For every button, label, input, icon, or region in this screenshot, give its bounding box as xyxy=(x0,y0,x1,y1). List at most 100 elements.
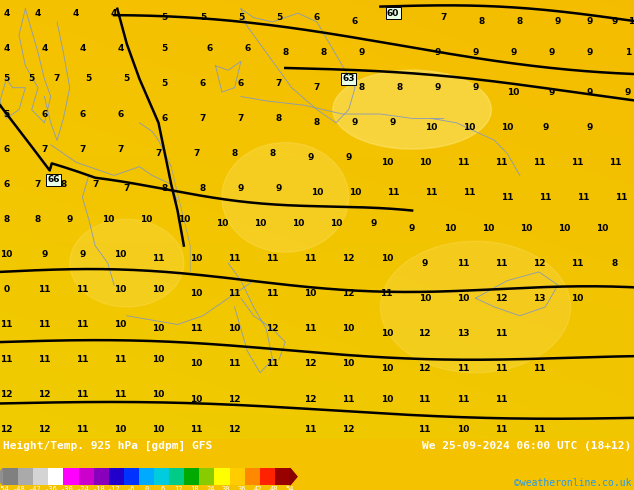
Text: 7: 7 xyxy=(155,149,162,158)
Text: 1: 1 xyxy=(624,48,631,57)
Text: 12: 12 xyxy=(304,360,317,368)
Text: 10: 10 xyxy=(628,18,634,26)
Text: 4: 4 xyxy=(73,9,79,18)
Text: 12: 12 xyxy=(342,254,355,263)
Text: 5: 5 xyxy=(124,74,130,83)
Text: 10: 10 xyxy=(114,285,127,294)
Text: 9: 9 xyxy=(434,83,441,92)
Text: 5: 5 xyxy=(162,13,168,22)
Text: 42: 42 xyxy=(254,486,262,490)
Text: 6: 6 xyxy=(200,79,206,88)
Text: 6: 6 xyxy=(314,13,320,22)
Text: 12: 12 xyxy=(533,259,545,268)
Text: 11: 11 xyxy=(190,425,203,434)
Text: -36: -36 xyxy=(44,486,57,490)
Text: 10: 10 xyxy=(152,425,165,434)
Bar xyxy=(260,468,275,485)
Text: 4: 4 xyxy=(35,9,41,18)
Text: 11: 11 xyxy=(495,259,507,268)
Text: 11: 11 xyxy=(228,360,241,368)
Text: 9: 9 xyxy=(307,153,314,162)
Text: 12: 12 xyxy=(304,394,317,404)
Ellipse shape xyxy=(380,241,571,373)
Text: 10: 10 xyxy=(349,189,361,197)
Ellipse shape xyxy=(70,219,184,307)
Text: 11: 11 xyxy=(228,289,241,298)
Text: 11: 11 xyxy=(456,259,469,268)
Text: 11: 11 xyxy=(495,329,507,338)
Text: 9: 9 xyxy=(586,122,593,132)
Text: 6: 6 xyxy=(3,180,10,189)
Text: 10: 10 xyxy=(425,122,437,132)
Text: 24: 24 xyxy=(206,486,214,490)
Text: 9: 9 xyxy=(422,259,428,268)
Text: 11: 11 xyxy=(609,158,621,167)
Text: 12: 12 xyxy=(38,390,51,399)
Text: 6: 6 xyxy=(162,114,168,123)
Text: 9: 9 xyxy=(79,250,86,259)
Text: 7: 7 xyxy=(314,83,320,92)
Text: 9: 9 xyxy=(238,184,244,193)
Text: 11: 11 xyxy=(456,394,469,404)
Text: 6: 6 xyxy=(41,110,48,119)
Text: 10: 10 xyxy=(254,219,266,228)
Text: 36: 36 xyxy=(238,486,247,490)
Text: 10: 10 xyxy=(342,360,355,368)
Text: 18: 18 xyxy=(190,486,198,490)
Text: 10: 10 xyxy=(311,189,323,197)
Ellipse shape xyxy=(333,70,491,149)
Text: 10: 10 xyxy=(380,158,393,167)
Text: 10: 10 xyxy=(0,250,13,259)
Text: 10: 10 xyxy=(152,285,165,294)
Text: 7: 7 xyxy=(54,74,60,83)
Bar xyxy=(245,468,260,485)
Text: 10: 10 xyxy=(304,289,317,298)
Bar xyxy=(199,468,214,485)
Text: 10: 10 xyxy=(330,219,342,228)
Text: 8: 8 xyxy=(396,83,403,92)
Text: 7: 7 xyxy=(238,114,244,123)
Polygon shape xyxy=(0,468,3,485)
Text: 9: 9 xyxy=(41,250,48,259)
Text: 11: 11 xyxy=(76,390,89,399)
Text: 10: 10 xyxy=(292,219,304,228)
Text: ©weatheronline.co.uk: ©weatheronline.co.uk xyxy=(514,478,631,488)
Text: 7: 7 xyxy=(41,145,48,153)
Text: 8: 8 xyxy=(479,18,485,26)
Text: 9: 9 xyxy=(555,18,561,26)
Text: 10: 10 xyxy=(228,324,241,333)
Text: 5: 5 xyxy=(29,74,35,83)
Text: 8: 8 xyxy=(60,180,67,189)
Text: 11: 11 xyxy=(463,189,476,197)
Text: 8: 8 xyxy=(162,184,168,193)
Text: 9: 9 xyxy=(276,184,282,193)
Ellipse shape xyxy=(222,143,349,252)
Bar xyxy=(33,468,48,485)
Text: 8: 8 xyxy=(314,118,320,127)
Text: 7: 7 xyxy=(92,180,98,189)
Text: 10: 10 xyxy=(114,320,127,329)
Text: 7: 7 xyxy=(117,145,124,153)
Text: 12: 12 xyxy=(266,324,279,333)
Text: 6: 6 xyxy=(352,18,358,26)
Bar xyxy=(109,468,124,485)
Text: 8: 8 xyxy=(320,48,327,57)
Text: -12: -12 xyxy=(108,486,121,490)
Text: 4: 4 xyxy=(117,44,124,53)
Text: 10: 10 xyxy=(456,425,469,434)
Text: 4: 4 xyxy=(3,44,10,53)
Text: 11: 11 xyxy=(266,289,279,298)
Text: 11: 11 xyxy=(495,364,507,373)
Text: 9: 9 xyxy=(510,48,517,57)
Text: 11: 11 xyxy=(418,394,431,404)
Text: 9: 9 xyxy=(542,122,548,132)
Text: 12: 12 xyxy=(342,425,355,434)
Text: 11: 11 xyxy=(533,158,545,167)
Text: -18: -18 xyxy=(93,486,105,490)
Text: 8: 8 xyxy=(200,184,206,193)
Text: 11: 11 xyxy=(76,320,89,329)
Bar xyxy=(63,468,79,485)
Text: Height/Temp. 925 hPa [gdpm] GFS: Height/Temp. 925 hPa [gdpm] GFS xyxy=(3,441,212,451)
Text: 8: 8 xyxy=(3,215,10,224)
Text: 13: 13 xyxy=(456,329,469,338)
